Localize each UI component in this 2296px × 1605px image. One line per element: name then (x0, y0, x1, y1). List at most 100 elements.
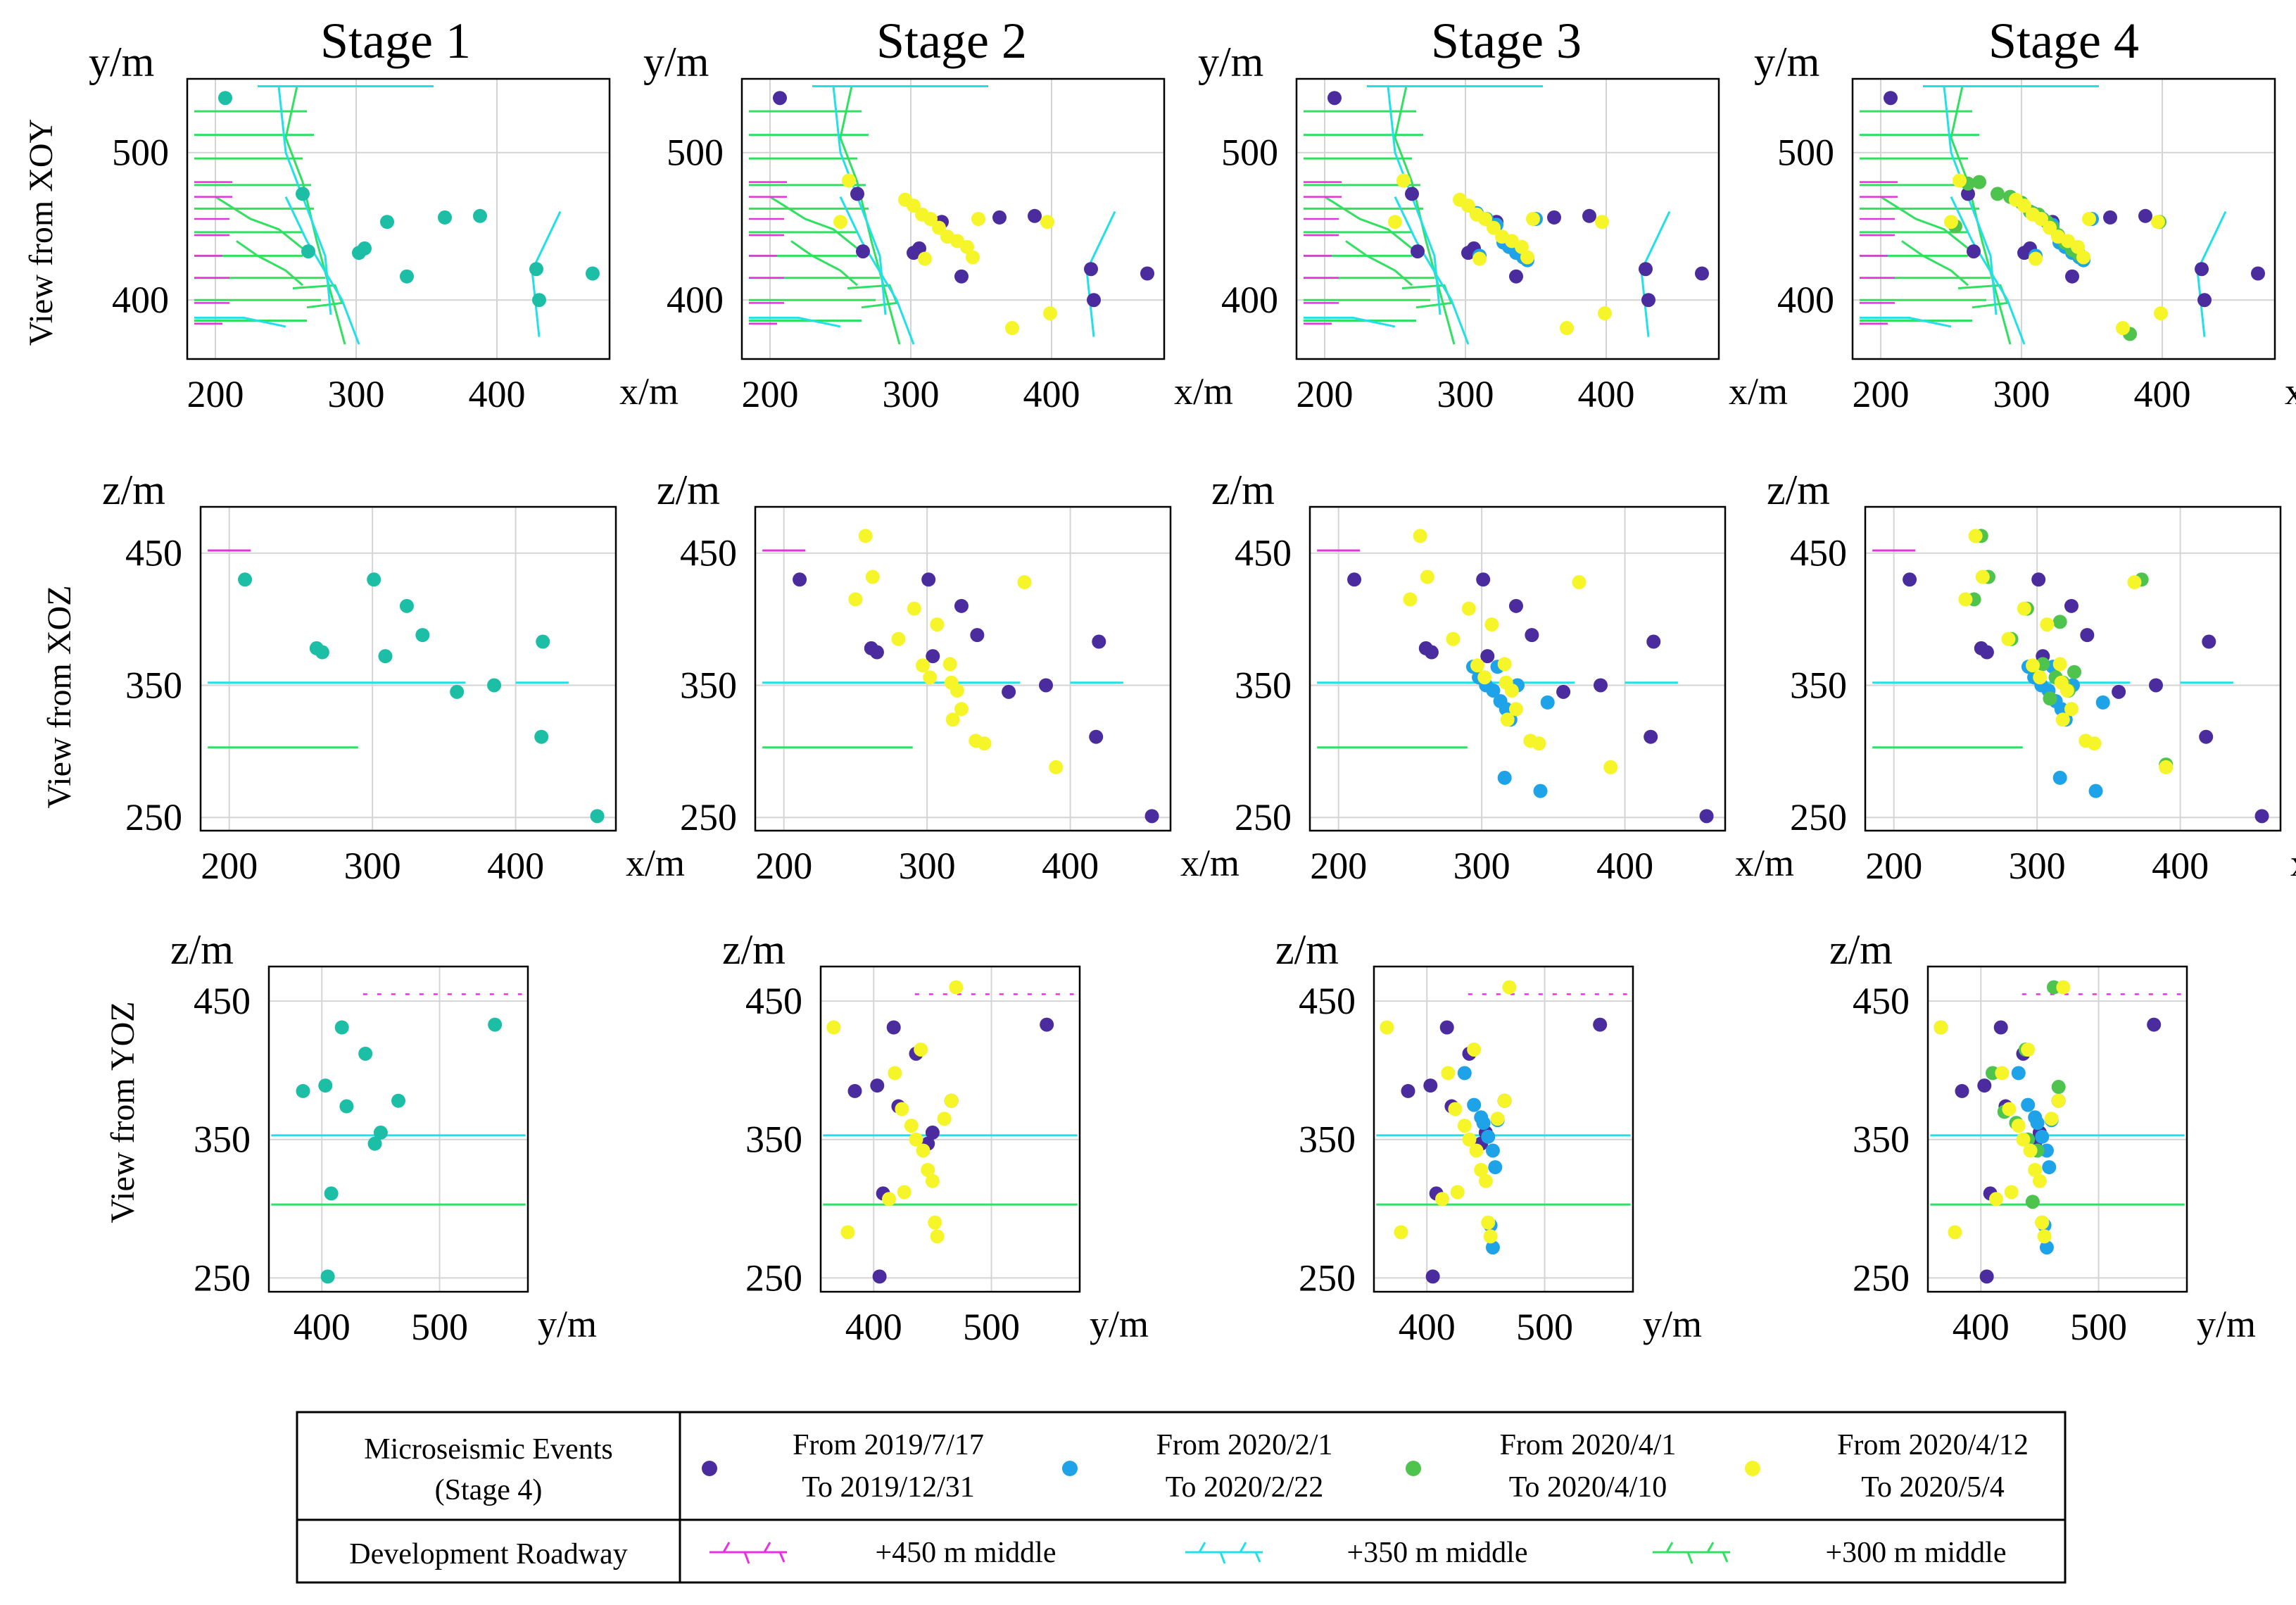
event-point (2202, 634, 2216, 649)
event-point (2067, 665, 2082, 679)
event-point (2035, 1129, 2050, 1144)
x-tick-label: 500 (1516, 1306, 1573, 1348)
y-tick-label: 500 (112, 132, 169, 174)
event-point (1497, 770, 1512, 785)
event-point (1961, 187, 1975, 201)
y-tick-label: 250 (680, 796, 737, 838)
x-tick-label: 300 (883, 373, 940, 415)
panel-xoz-stage-1: 200 300 400 450 350 250 x/m z/m (102, 467, 685, 887)
row-label-xoz: View from XOZ (41, 585, 78, 808)
event-point (2112, 684, 2126, 699)
x-axis-label: y/m (2197, 1303, 2256, 1345)
event-point (2052, 657, 2067, 672)
row-labels: View from XOY View from XOZ View from YO… (23, 119, 141, 1223)
event-points (773, 91, 1154, 336)
event-point (1520, 250, 1534, 265)
x-tick-label: 300 (1453, 845, 1510, 887)
event-point (238, 572, 253, 587)
panel-xoz-stage-3: 200 300 400 450 350 250 x/m z/m (1211, 467, 1794, 887)
event-point (400, 269, 414, 284)
event-point (826, 1020, 841, 1035)
x-tick-label: 200 (1297, 373, 1354, 415)
event-point (942, 657, 957, 672)
event-point (1572, 575, 1587, 590)
stage-title-1: Stage 1 (320, 13, 471, 69)
x-tick-label: 200 (1865, 845, 1922, 887)
plot-frame (199, 505, 617, 832)
event-point (2051, 1093, 2066, 1108)
event-point (925, 1173, 940, 1188)
event-point (842, 173, 856, 188)
event-point (1478, 1173, 1493, 1188)
event-point (833, 215, 847, 229)
grid (755, 507, 1171, 831)
event-point (1040, 1017, 1054, 1032)
event-point (2071, 239, 2085, 254)
event-point (1049, 760, 1064, 774)
event-point (847, 1083, 862, 1098)
roadways (1930, 993, 2185, 1206)
event-point (1420, 569, 1434, 584)
event-point (1470, 658, 1485, 673)
roadway-350-line (194, 316, 286, 328)
roadways (1872, 549, 2233, 749)
panel-xoz-stage-2: 200 300 400 450 350 250 x/m z/m (657, 467, 1240, 887)
event-point (2037, 1229, 2052, 1244)
event-point (954, 598, 969, 613)
legend-period-4-dot (1745, 1461, 1760, 1476)
event-point (2103, 210, 2117, 225)
event-point (970, 628, 985, 643)
x-axis-label: x/m (2285, 370, 2296, 413)
event-point (2042, 1160, 2057, 1175)
event-point (1435, 1192, 1450, 1207)
x-tick-label: 200 (1853, 373, 1910, 415)
plot-frame (1373, 965, 1634, 1293)
legend-roadway-2-symbol (1185, 1542, 1263, 1564)
event-point (1394, 1225, 1408, 1240)
event-point (1525, 628, 1539, 643)
event-point (2043, 691, 2057, 706)
event-point (2035, 1215, 2050, 1230)
legend-roadway-2-label: +350 m middle (1346, 1537, 1527, 1569)
y-axis-label: z/m (102, 467, 165, 513)
y-tick-label: 400 (1777, 279, 1834, 321)
stage-title-4: Stage 4 (1988, 13, 2139, 69)
y-axis-label: y/m (89, 39, 154, 85)
event-point (944, 1093, 959, 1108)
event-point (916, 658, 931, 673)
x-tick-label: 400 (469, 373, 526, 415)
event-point (2031, 572, 2046, 587)
legend-frame (296, 1411, 2067, 1584)
event-point (918, 251, 932, 266)
event-point (1477, 670, 1492, 685)
event-point (2076, 250, 2090, 265)
legend-events-label: Microseismic Events (364, 1433, 612, 1466)
event-point (1481, 1215, 1496, 1230)
grid (1310, 507, 1725, 831)
event-point (1993, 1020, 2008, 1035)
event-point (534, 729, 549, 744)
y-axis-label: z/m (657, 467, 720, 513)
x-tick-label: 300 (1993, 373, 2050, 415)
event-point (1497, 657, 1512, 672)
event-point (1485, 1143, 1500, 1158)
y-tick-label: 350 (1853, 1119, 1910, 1161)
y-tick-label: 250 (1853, 1257, 1910, 1299)
roadway-300-line (1394, 86, 1456, 345)
event-point (1457, 1119, 1472, 1133)
grid (201, 507, 616, 831)
grid (1374, 967, 1633, 1292)
event-point (925, 1125, 940, 1140)
event-point (891, 631, 906, 646)
event-point (909, 1132, 923, 1147)
panel-xoy-stage-1: 200 300 400 500 400 x/m y/m (89, 39, 679, 415)
x-tick-label: 300 (2009, 845, 2066, 887)
y-tick-label: 400 (1221, 279, 1278, 321)
y-tick-label: 250 (1235, 796, 1292, 838)
event-point (358, 241, 372, 256)
event-point (2002, 1102, 2017, 1116)
event-point (2016, 1132, 2031, 1147)
roadway-300-line (1880, 196, 1969, 250)
event-points (1884, 91, 2265, 341)
plot-frame (267, 965, 529, 1293)
